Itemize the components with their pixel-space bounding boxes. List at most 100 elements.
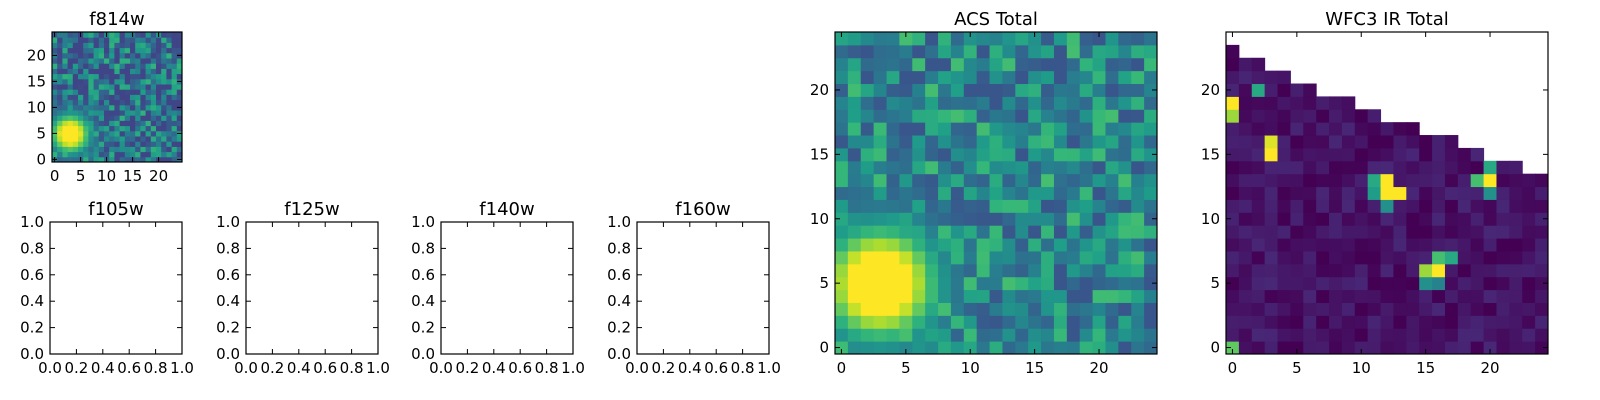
heatmap-cell xyxy=(1535,225,1549,239)
heatmap-cell xyxy=(98,52,105,59)
heatmap-cell xyxy=(1354,160,1369,175)
heatmap-cell xyxy=(1028,83,1042,97)
heatmap-cell xyxy=(1131,57,1145,72)
heatmap-cell xyxy=(67,42,74,49)
heatmap-cell xyxy=(1066,250,1081,265)
heatmap-cell xyxy=(1303,147,1317,162)
heatmap-cell xyxy=(52,89,58,95)
heatmap-cell xyxy=(156,58,162,64)
heatmap-cell xyxy=(98,42,105,49)
heatmap-cell xyxy=(93,37,100,43)
heatmap-cell xyxy=(1290,109,1304,123)
heatmap-cell xyxy=(1028,225,1042,239)
heatmap-cell xyxy=(847,135,862,149)
heatmap-cell xyxy=(166,104,173,111)
heatmap-cell xyxy=(109,52,115,59)
heatmap-cell xyxy=(860,147,875,162)
heatmap-cell xyxy=(1226,96,1240,110)
heatmap-cell xyxy=(1393,238,1407,252)
heatmap-cell xyxy=(145,136,152,142)
heatmap-cell xyxy=(950,147,965,162)
heatmap-cell xyxy=(1066,160,1081,175)
heatmap-cell xyxy=(140,151,147,158)
heatmap-cell xyxy=(1264,173,1279,188)
heatmap-cell xyxy=(93,125,100,132)
heatmap-cell xyxy=(88,89,95,95)
heatmap-cell xyxy=(1053,225,1068,239)
x-tick-label: 0.0 xyxy=(234,359,258,377)
heatmap-cell xyxy=(1444,341,1459,355)
x-tick-label: 15 xyxy=(123,167,142,185)
heatmap-cell xyxy=(1354,109,1369,123)
heatmap-cell xyxy=(1002,57,1016,72)
heatmap-cell xyxy=(1028,199,1042,213)
heatmap-cell xyxy=(1393,135,1407,149)
heatmap-cell xyxy=(88,78,95,85)
heatmap-cell xyxy=(93,89,100,95)
heatmap-cell xyxy=(860,315,875,329)
heatmap-cell xyxy=(1079,238,1094,252)
heatmap-cell xyxy=(1432,315,1446,329)
heatmap-cell xyxy=(62,52,69,59)
heatmap-cell xyxy=(114,84,121,90)
heatmap-cell xyxy=(176,115,183,121)
heatmap-cell xyxy=(1393,341,1407,355)
heatmap-cell xyxy=(171,63,178,69)
heatmap-cell xyxy=(938,96,952,110)
heatmap-cell xyxy=(93,115,100,121)
heatmap-cell xyxy=(1079,32,1094,46)
heatmap-cell xyxy=(1041,135,1055,149)
heatmap-cell xyxy=(109,73,115,80)
axes-frame xyxy=(834,31,1158,355)
heatmap-cell xyxy=(62,63,69,69)
heatmap-cell xyxy=(1329,302,1343,316)
x-tick-label: 0.4 xyxy=(287,359,311,377)
heatmap-cell xyxy=(1105,276,1119,291)
heatmap-cell xyxy=(886,328,900,342)
heatmap-cell xyxy=(1470,315,1485,329)
y-tick-label: 0.4 xyxy=(411,292,435,310)
heatmap-cell xyxy=(1105,173,1119,188)
heatmap-cell xyxy=(161,151,167,158)
heatmap-cell xyxy=(1002,225,1016,239)
heatmap-cell xyxy=(976,289,991,303)
heatmap-cell xyxy=(72,146,79,153)
heatmap-cell xyxy=(1496,250,1510,265)
heatmap-cell xyxy=(847,44,862,59)
heatmap-cell xyxy=(57,136,63,142)
heatmap-cell xyxy=(124,110,131,116)
heatmap-cell xyxy=(835,173,849,188)
heatmap-cell xyxy=(135,110,141,116)
heatmap-cell xyxy=(156,146,162,153)
heatmap-cell xyxy=(98,115,105,121)
heatmap-cell xyxy=(104,73,110,80)
heatmap-cell xyxy=(847,225,862,239)
heatmap-cell xyxy=(104,84,110,90)
heatmap-cell xyxy=(161,120,167,127)
heatmap-cell xyxy=(835,341,849,355)
heatmap-cell xyxy=(1238,302,1253,316)
heatmap-cell xyxy=(67,78,74,85)
heatmap-cell xyxy=(145,32,152,38)
heatmap-cell xyxy=(119,115,126,121)
heatmap-cell xyxy=(1118,225,1132,239)
heatmap-cell xyxy=(1028,238,1042,252)
heatmap-cell xyxy=(1535,212,1549,226)
heatmap-cell xyxy=(124,58,131,64)
heatmap-cell xyxy=(899,70,913,85)
heatmap-cell xyxy=(1316,186,1330,200)
heatmap-cell xyxy=(140,47,147,54)
panel-f160w: 0.0 0.2 0.4 0.6 0.8 1.00.00.20.40.60.81.0f160… xyxy=(607,199,781,377)
heatmap-cell xyxy=(873,225,888,239)
heatmap-cell xyxy=(1131,173,1145,188)
heatmap-cell xyxy=(98,130,105,137)
heatmap-cell xyxy=(135,42,141,49)
heatmap-cell xyxy=(1041,250,1055,265)
heatmap-cell xyxy=(57,104,63,111)
heatmap-cell xyxy=(1354,225,1369,239)
y-tick-label: 0.8 xyxy=(20,239,44,257)
heatmap-cell xyxy=(166,130,173,137)
heatmap-cell xyxy=(1015,70,1029,85)
heatmap-cell xyxy=(130,151,136,158)
